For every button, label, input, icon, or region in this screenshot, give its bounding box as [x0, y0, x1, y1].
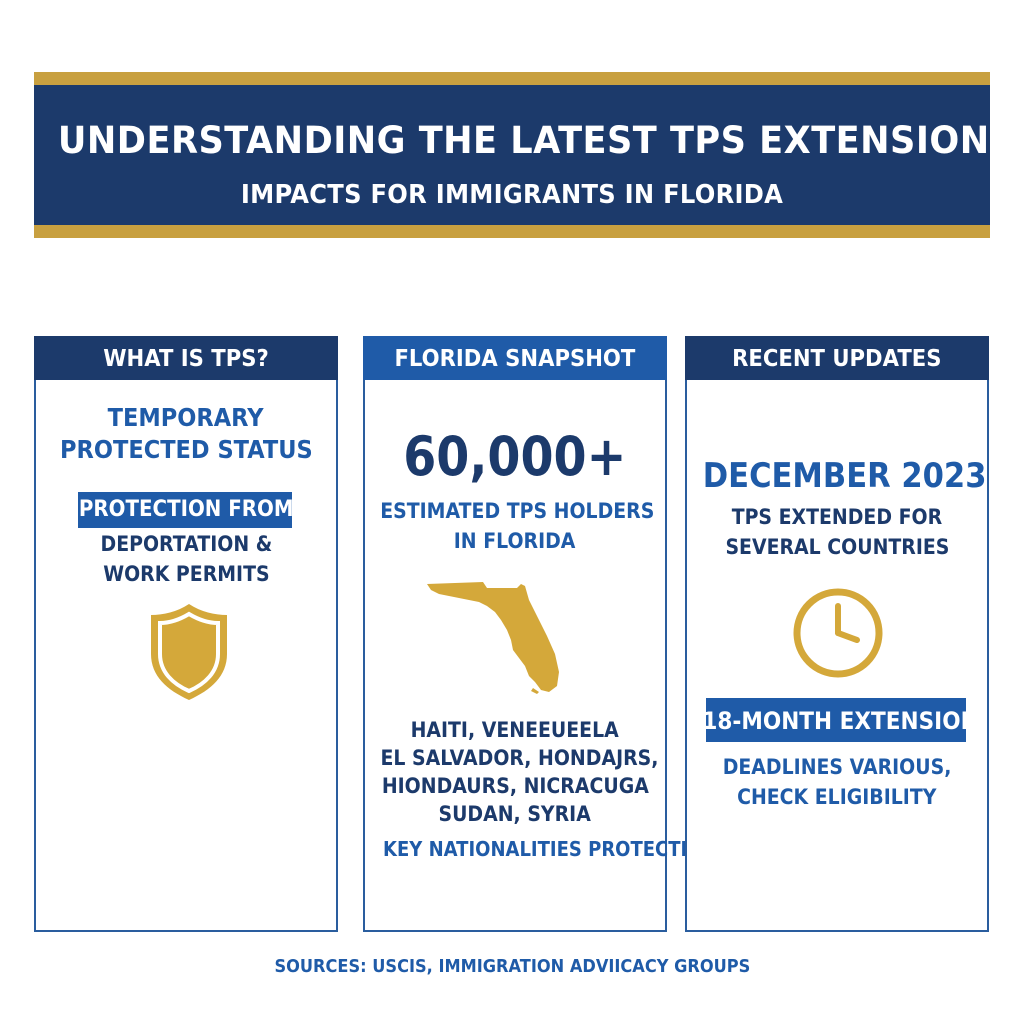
- extension-badge: [706, 698, 966, 742]
- protection-desc-line2: WORK PERMITS: [102, 562, 270, 586]
- page-subtitle: IMPACTS FOR IMMIGRANTS IN FLORIDA: [240, 180, 784, 210]
- florida-map-icon: [427, 582, 559, 694]
- sources-footer: SOURCES: USCIS, IMMIGRATION ADVIICACY GR…: [0, 954, 1024, 980]
- deadline-note-line1: DEADLINES VARIOUS,: [722, 755, 952, 779]
- deadline-note: DEADLINES VARIOUS, CHECK ELIGIBILITY: [687, 752, 987, 812]
- extension-badge-label: 18-MONTH EXTENSION: [702, 707, 979, 735]
- tps-holders-label-line2: IN FLORIDA: [454, 529, 576, 553]
- panel-heading-label: RECENT UPDATES: [732, 346, 942, 372]
- update-date: DECEMBER 2023: [687, 454, 987, 498]
- tps-term-line1: TEMPORARY: [108, 403, 264, 432]
- tps-holders-value: 60,000+: [403, 425, 627, 488]
- protection-badge-text: PROTECTION FROM: [36, 494, 336, 526]
- panel-heading: FLORIDA SNAPSHOT: [363, 336, 667, 380]
- update-note-line2: SEVERAL COUNTRIES: [725, 535, 949, 559]
- nationalities-caption-label: KEY NATIONALITIES PROTECTED: [383, 837, 708, 861]
- protection-badge: [78, 492, 292, 528]
- panel-heading-label: WHAT IS TPS?: [103, 346, 269, 372]
- sources-text: SOURCES: USCIS, IMMIGRATION ADVIICACY GR…: [274, 956, 750, 977]
- protection-badge-label: PROTECTION FROM: [78, 497, 294, 522]
- tps-holders-stat: 60,000+: [365, 426, 665, 488]
- protection-description: DEPORTATION & WORK PERMITS: [36, 529, 336, 589]
- update-date-label: DECEMBER 2023: [702, 456, 987, 496]
- nationalities-line2: EL SALVADOR, HONDAJRS,: [380, 746, 659, 770]
- panel-recent-updates: RECENT UPDATES DECEMBER 2023 TPS EXTENDE…: [685, 336, 989, 932]
- panel-heading: WHAT IS TPS?: [34, 336, 338, 380]
- update-note: TPS EXTENDED FOR SEVERAL COUNTRIES: [687, 502, 987, 562]
- nationalities-list: HAITI, VENEEUEELA EL SALVADOR, HONDAJRS,…: [365, 716, 665, 828]
- update-note-line1: TPS EXTENDED FOR: [731, 505, 943, 529]
- shield-icon: [151, 604, 227, 700]
- panel-florida-snapshot: FLORIDA SNAPSHOT 60,000+ ESTIMATED TPS H…: [363, 336, 708, 932]
- panel-heading: RECENT UPDATES: [685, 336, 989, 380]
- nationalities-line3: HIONDAURS, NICRACUGA: [381, 774, 649, 798]
- page-title: UNDERSTANDING THE LATEST TPS EXTENSIONS: [57, 119, 1016, 162]
- deadline-note-line2: CHECK ELIGIBILITY: [737, 785, 937, 809]
- tps-term-line2: PROTECTED STATUS: [59, 435, 313, 464]
- nationalities-line1: HAITI, VENEEUEELA: [410, 718, 620, 742]
- header-banner-inner: UNDERSTANDING THE LATEST TPS EXTENSIONS …: [34, 85, 1016, 225]
- protection-desc-line1: DEPORTATION &: [100, 532, 272, 556]
- panel-what-is-tps: WHAT IS TPS? TEMPORARY PROTECTED STATUS …: [34, 336, 338, 932]
- nationalities-line4: SUDAN, SYRIA: [438, 802, 592, 826]
- tps-holders-label-line1: ESTIMATED TPS HOLDERS: [380, 499, 655, 523]
- extension-badge-text: 18-MONTH EXTENSION: [687, 702, 987, 740]
- panel-heading-label: FLORIDA SNAPSHOT: [394, 346, 636, 372]
- header-banner: UNDERSTANDING THE LATEST TPS EXTENSIONS …: [34, 72, 1016, 238]
- tps-holders-label: ESTIMATED TPS HOLDERS IN FLORIDA: [365, 496, 665, 556]
- clock-icon: [793, 588, 883, 678]
- nationalities-caption: KEY NATIONALITIES PROTECTED: [365, 834, 708, 864]
- tps-term: TEMPORARY PROTECTED STATUS: [36, 402, 336, 466]
